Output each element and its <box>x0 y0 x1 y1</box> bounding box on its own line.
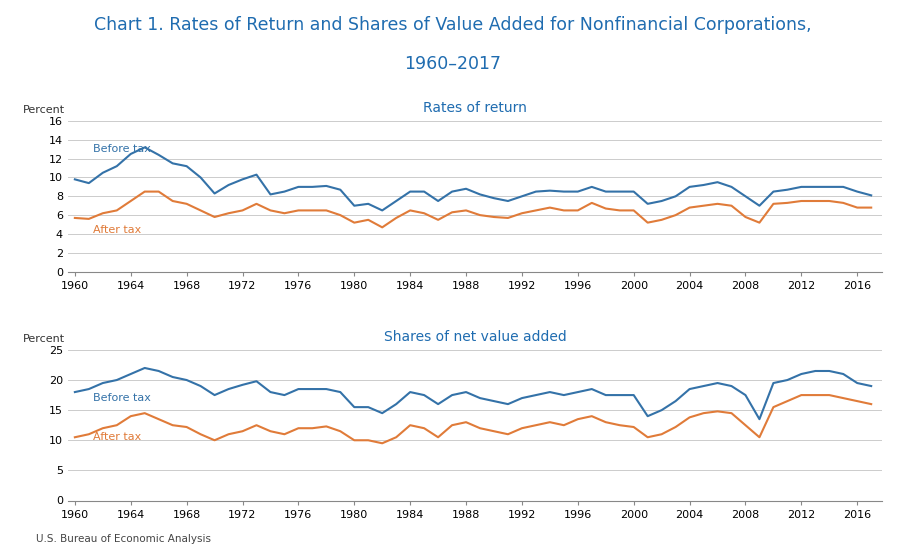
Text: Percent: Percent <box>23 334 65 344</box>
Text: Before tax: Before tax <box>93 393 151 403</box>
Text: Percent: Percent <box>23 105 65 115</box>
Text: After tax: After tax <box>93 225 141 235</box>
Text: 1960–2017: 1960–2017 <box>404 55 501 73</box>
Text: Before tax: Before tax <box>93 144 151 154</box>
Text: After tax: After tax <box>93 432 141 442</box>
Text: U.S. Bureau of Economic Analysis: U.S. Bureau of Economic Analysis <box>36 535 211 544</box>
Text: Chart 1. Rates of Return and Shares of Value Added for Nonfinancial Corporations: Chart 1. Rates of Return and Shares of V… <box>94 16 811 35</box>
Text: Rates of return: Rates of return <box>424 101 527 115</box>
Text: Shares of net value added: Shares of net value added <box>384 330 567 344</box>
